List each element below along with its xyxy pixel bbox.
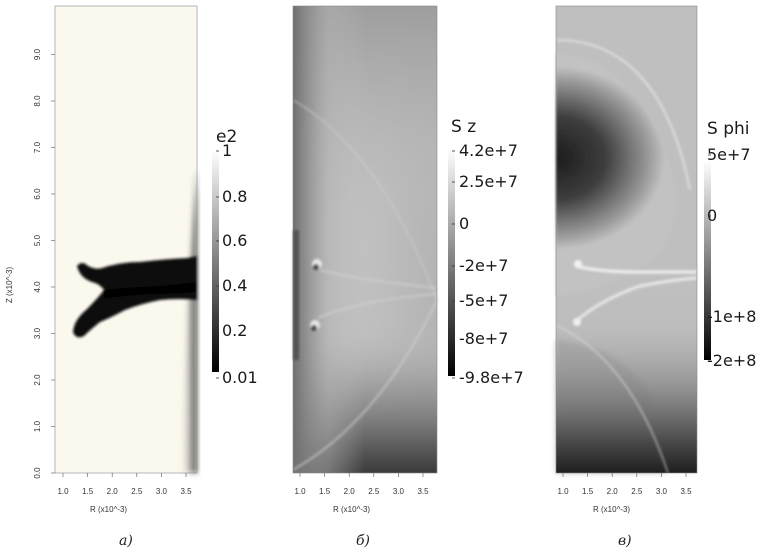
colorbar-tick-label: -5e+7 (459, 291, 508, 310)
panel-a-caption: а) (119, 533, 133, 549)
panel-b-xlabel: R (x10^-3) (333, 505, 370, 514)
panel-b-caption: б) (356, 533, 370, 549)
y-tick-label: 8.0 (33, 95, 42, 107)
y-tick-label: 2.0 (33, 374, 42, 386)
panel-b: 1.0 1.5 2.0 2.5 3.0 3.5 R (x10^-3) б) S z 4.2… (292, 5, 524, 549)
panel-a-jet (73, 256, 197, 338)
colorbar-tick-label: -1e+8 (707, 307, 756, 326)
x-tick-label: 3.5 (417, 487, 429, 496)
colorbar-tick-label: 2.5e+7 (459, 172, 518, 191)
x-tick-label: 3.0 (393, 487, 405, 496)
x-tick-label: 2.0 (107, 487, 119, 496)
panel-a-edge-band (180, 170, 197, 473)
colorbar-c-labels: 5e+7 0 -1e+8 -2e+8 (707, 145, 756, 370)
colorbar-a (212, 150, 219, 372)
panel-b-frame (292, 5, 438, 474)
x-tick-label: 2.0 (607, 487, 619, 496)
y-tick-label: 7.0 (33, 141, 42, 153)
colorbar-b (448, 148, 455, 376)
colorbar-b-labels: 4.2e+7 2.5e+7 0 -2e+7 -5e+7 -8e+7 -9.8e+7 (452, 141, 524, 387)
colorbar-tick-label: 0.6 (222, 231, 247, 250)
colorbar-tick-label: -2e+8 (707, 351, 756, 370)
y-tick-label: 5.0 (33, 234, 42, 246)
colorbar-c (704, 160, 711, 360)
panel-c-xlabel: R (x10^-3) (593, 505, 630, 514)
panel-a-frame (54, 5, 198, 474)
colorbar-c-title: S phi (707, 119, 749, 139)
colorbar-tick-label: 0.01 (222, 368, 258, 387)
colorbar-a-labels: 1 0.8 0.6 0.4 0.2 0.01 (216, 141, 258, 387)
panel-c: 1.0 1.5 2.0 2.5 3.0 3.5 R (x10^-3) в) S phi 5… (555, 5, 756, 549)
colorbar-tick-label: 5e+7 (707, 145, 751, 164)
colorbar-a-title: e2 (216, 127, 237, 147)
y-tick-label: 0.0 (33, 467, 42, 479)
x-tick-label: 1.0 (294, 487, 306, 496)
y-tick-label: 3.0 (33, 327, 42, 339)
x-tick-label: 2.5 (368, 487, 380, 496)
panel-c-xaxis: 1.0 1.5 2.0 2.5 3.0 3.5 (557, 473, 692, 496)
x-tick-label: 1.5 (319, 487, 331, 496)
panel-a-field (55, 6, 197, 473)
x-tick-label: 3.0 (156, 487, 168, 496)
panel-a-yaxis: 0.0 1.0 2.0 3.0 4.0 5.0 6.0 7.0 8.0 9.0 (33, 48, 55, 479)
colorbar-tick-label: 0 (707, 206, 717, 225)
panel-a: 0.0 1.0 2.0 3.0 4.0 5.0 6.0 7.0 8.0 9.0 1.0 1.5 2.0… (5, 5, 258, 549)
colorbar-tick-label: -8e+7 (459, 329, 508, 348)
panel-b-xaxis: 1.0 1.5 2.0 2.5 3.0 3.5 (294, 473, 429, 496)
x-tick-label: 2.5 (131, 487, 143, 496)
x-tick-label: 3.5 (680, 487, 692, 496)
colorbar-tick-label: 4.2e+7 (459, 141, 518, 160)
panel-a-xaxis: 1.0 1.5 2.0 2.5 3.0 3.5 (57, 473, 192, 496)
colorbar-tick-label: 0.8 (222, 187, 247, 206)
colorbar-b-title: S z (451, 117, 476, 137)
colorbar-tick-label: 1 (222, 141, 232, 160)
panel-c-frame (555, 5, 698, 474)
colorbar-tick-label: -2e+7 (459, 256, 508, 275)
x-tick-label: 1.0 (57, 487, 69, 496)
colorbar-tick-label: 0.4 (222, 276, 247, 295)
y-tick-label: 4.0 (33, 281, 42, 293)
x-tick-label: 3.5 (180, 487, 192, 496)
x-tick-label: 1.5 (82, 487, 94, 496)
panel-a-ylabel: Z (x10^-3) (5, 267, 14, 304)
colorbar-tick-label: 0.2 (222, 321, 247, 340)
x-tick-label: 2.5 (631, 487, 643, 496)
colorbar-tick-label: -9.8e+7 (459, 368, 524, 387)
panel-c-caption: в) (618, 533, 632, 549)
x-tick-label: 3.0 (656, 487, 668, 496)
colorbar-tick-label: 0 (459, 214, 469, 233)
x-tick-label: 2.0 (344, 487, 356, 496)
y-tick-label: 1.0 (33, 420, 42, 432)
x-tick-label: 1.5 (582, 487, 594, 496)
x-tick-label: 1.0 (557, 487, 569, 496)
y-tick-label: 6.0 (33, 188, 42, 200)
panel-a-xlabel: R (x10^-3) (90, 505, 127, 514)
y-tick-label: 9.0 (33, 48, 42, 60)
